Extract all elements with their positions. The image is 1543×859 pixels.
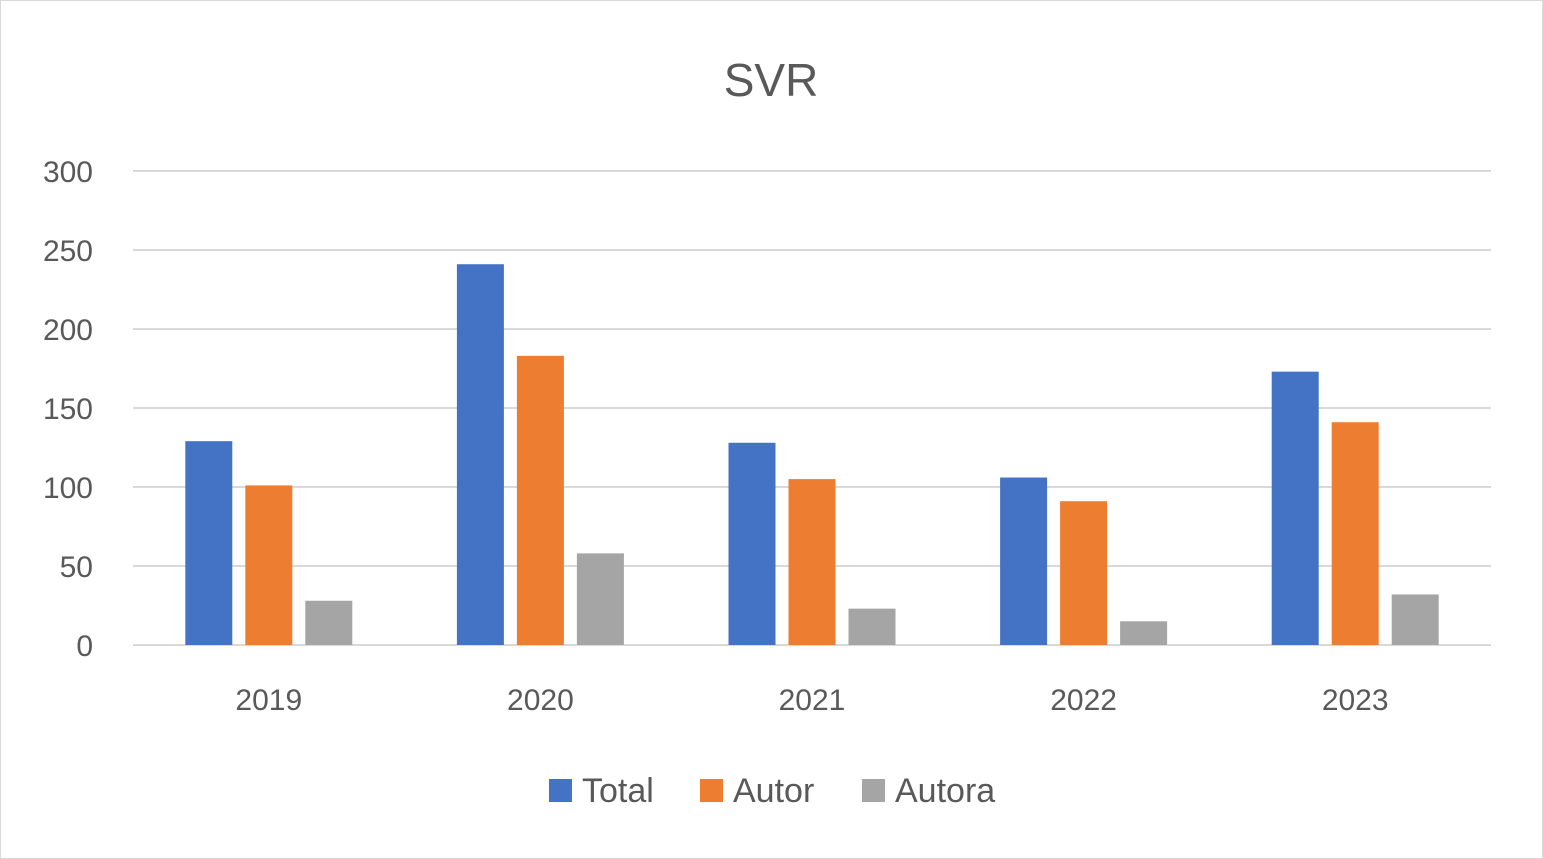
y-tick-label: 0	[76, 630, 93, 663]
x-axis-ticks: 2019 2020 2021 2022 2023	[235, 684, 1388, 717]
y-tick-label: 100	[43, 472, 93, 505]
bar-total-2021	[728, 442, 776, 645]
legend-item-total: Total	[549, 772, 654, 810]
legend-item-autor: Autor	[700, 772, 814, 810]
bar-autor-2023	[1331, 422, 1379, 645]
x-tick-label: 2019	[235, 684, 302, 717]
y-tick-label: 150	[43, 393, 93, 426]
bar-autora-2020	[576, 553, 624, 645]
bar-total-2020	[456, 264, 504, 645]
bar-autor-2020	[516, 355, 564, 645]
legend-swatch	[549, 779, 572, 802]
bar-autor-2022	[1060, 501, 1108, 645]
y-tick-label: 200	[43, 314, 93, 347]
bar-autora-2023	[1391, 594, 1439, 645]
legend-swatch	[700, 779, 723, 802]
y-tick-label: 50	[60, 551, 93, 584]
legend-swatch	[862, 779, 885, 802]
bar-autor-2019	[245, 485, 293, 645]
bar-autora-2019	[305, 600, 353, 645]
bar-total-2022	[1000, 477, 1048, 645]
y-axis-ticks: 0 50 100 150 200 250 300	[43, 156, 93, 663]
legend-item-autora: Autora	[862, 772, 995, 810]
bar-autor-2021	[788, 479, 836, 645]
y-tick-label: 300	[43, 156, 93, 189]
bar-total-2019	[185, 441, 233, 645]
y-tick-label: 250	[43, 235, 93, 268]
x-tick-label: 2020	[507, 684, 574, 717]
grid-lines	[133, 170, 1491, 646]
bars	[185, 264, 1439, 645]
legend-label: Autora	[895, 772, 995, 810]
bar-autora-2021	[848, 608, 896, 645]
bar-autora-2022	[1120, 621, 1168, 645]
x-tick-label: 2023	[1322, 684, 1389, 717]
legend: Total Autor Autora	[549, 772, 995, 810]
chart-title: SVR	[724, 54, 819, 106]
bar-total-2023	[1271, 371, 1319, 645]
x-tick-label: 2022	[1050, 684, 1117, 717]
legend-label: Total	[582, 772, 654, 810]
x-tick-label: 2021	[779, 684, 846, 717]
legend-label: Autor	[733, 772, 814, 810]
